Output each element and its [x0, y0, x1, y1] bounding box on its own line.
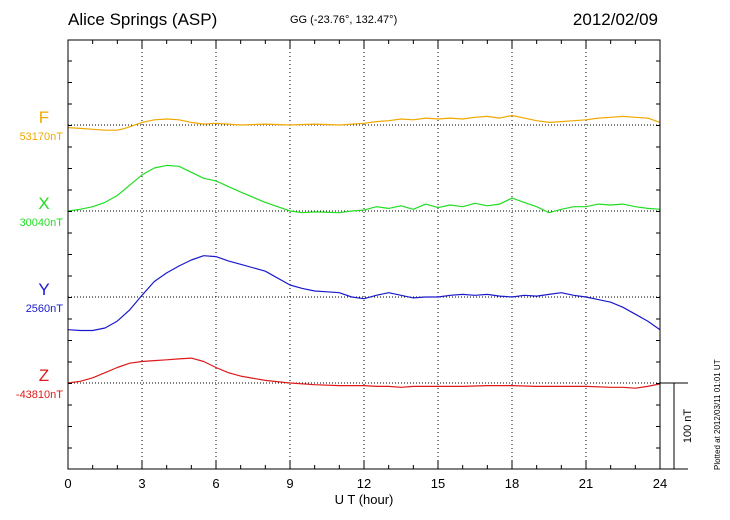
- series-line-y: [67, 255, 661, 332]
- plotted-timestamp: Plotted at 2012/03/11 01:01 UT: [713, 359, 722, 470]
- series-name-x: X: [38, 194, 49, 213]
- series-baseline-y: 2560nT: [26, 303, 64, 315]
- series-baseline-x: 30040nT: [20, 217, 64, 229]
- grid-lines: [141, 40, 587, 469]
- x-tick-label: 15: [431, 476, 445, 491]
- series-baseline-f: 53170nT: [20, 131, 64, 143]
- x-tick-label: 12: [357, 476, 371, 491]
- x-tick-label: 3: [138, 476, 145, 491]
- x-tick-label: 21: [579, 476, 593, 491]
- x-axis-title: U T (hour): [335, 492, 394, 507]
- series-line-f: [67, 114, 661, 131]
- series-line-z: [67, 357, 661, 389]
- x-tick-label: 24: [653, 476, 667, 491]
- x-axis: 0 3 6 9 12 15 18 21 24 U T (hour): [64, 40, 667, 507]
- scale-bar: 100 nT: [660, 382, 694, 470]
- plot-date: 2012/02/09: [572, 10, 658, 29]
- station-title: Alice Springs (ASP): [68, 10, 218, 29]
- scale-bar-label: 100 nT: [682, 409, 694, 444]
- series-name-f: F: [39, 108, 49, 127]
- x-tick-label: 18: [505, 476, 519, 491]
- x-tick-label: 0: [64, 476, 71, 491]
- series-traces: [67, 114, 661, 389]
- station-coordinates: GG (-23.76°, 132.47°): [290, 14, 398, 26]
- series-name-z: Z: [39, 366, 49, 385]
- x-tick-label: 6: [212, 476, 219, 491]
- series-line-x: [67, 164, 661, 214]
- series-name-y: Y: [38, 280, 49, 299]
- series-labels: F 53170nT X 30040nT Y 2560nT Z -43810nT: [16, 108, 63, 401]
- series-baseline-z: -43810nT: [16, 389, 63, 401]
- x-tick-label: 9: [286, 476, 293, 491]
